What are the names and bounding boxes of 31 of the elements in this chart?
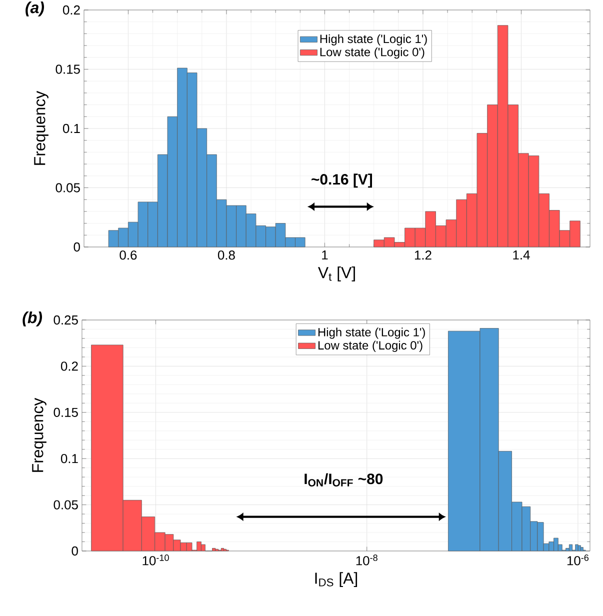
x-tick-label: 1 (322, 250, 328, 260)
x-axis-title: V$_{t}$ [V] (318, 266, 355, 282)
y-tick-label: 0 (74, 242, 80, 252)
y-axis-title: Frequency (34, 90, 48, 165)
y-tick-label: 0.2 (60, 362, 78, 371)
x-tick-label: 0.8 (218, 250, 235, 260)
x-tick-label: 10$^{-6}$ (567, 554, 589, 566)
chart-title: (a) (26, 2, 44, 16)
legend-label: High state ('Logic 1') (318, 328, 425, 339)
legend-label: High state ('Logic 1') (320, 34, 427, 46)
y-tick-label: 0.25 (54, 315, 78, 325)
y-tick-label: 0.15 (54, 408, 78, 417)
x-tick-label: 10$^{-10}$ (142, 554, 169, 566)
x-tick-label: 1.4 (513, 250, 530, 260)
y-tick-label: 0 (72, 546, 78, 556)
y-tick-label: 0.05 (54, 500, 78, 510)
y-tick-label: 0.2 (62, 5, 80, 15)
x-tick-label: 1.2 (414, 250, 432, 260)
y-tick-label: 0.1 (62, 124, 80, 134)
y-tick-label: 0.15 (56, 64, 80, 74)
x-axis-title: I$_{DS}$ [A] (315, 572, 358, 588)
legend-label: Low state ('Logic 0') (320, 47, 424, 59)
x-tick-label: 10$^{-8}$ (356, 554, 378, 566)
y-tick-label: 0.1 (60, 454, 78, 464)
chart-title: (b) (22, 312, 42, 326)
annotation: I$_{ON}$/I$_{OFF}$ ~80 (304, 473, 383, 486)
y-axis-title: Frequency (32, 398, 46, 472)
legend-label: Low state ('Logic 0') (318, 340, 422, 352)
y-tick-label: 0.05 (56, 183, 80, 192)
annotation: ~0.16 [V] (312, 174, 372, 188)
x-tick-label: 0.6 (120, 250, 137, 260)
